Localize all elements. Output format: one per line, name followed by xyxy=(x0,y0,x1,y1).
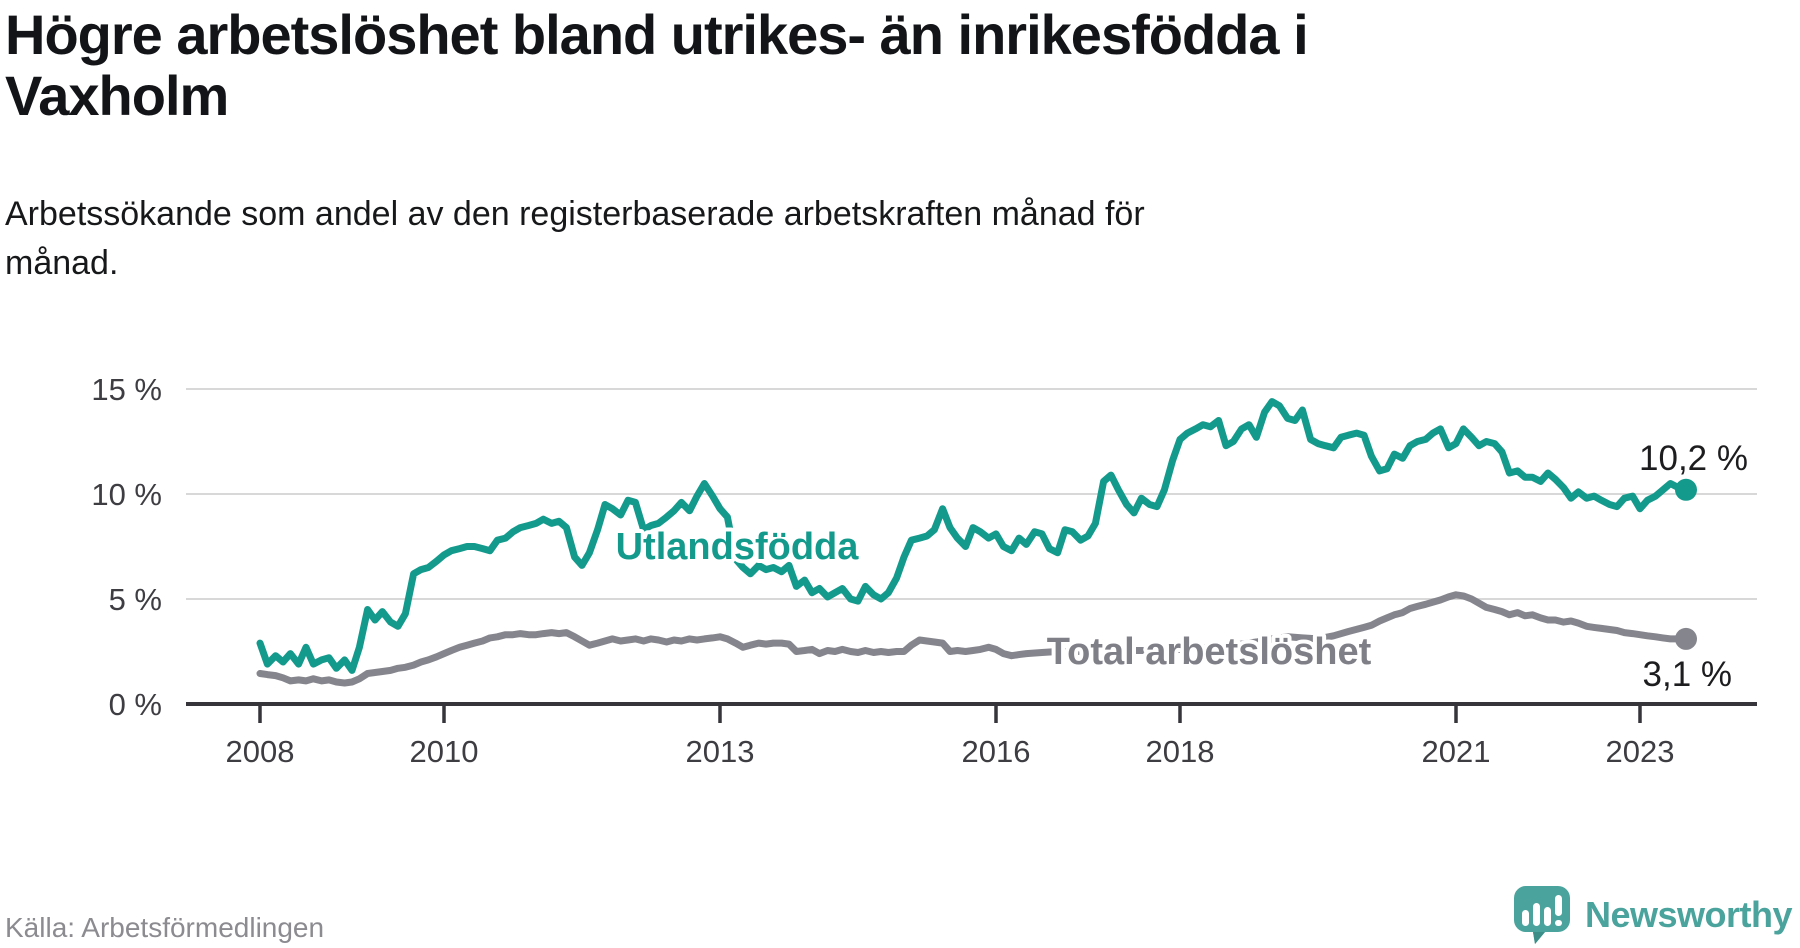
x-tick-label: 2010 xyxy=(410,734,479,769)
series-label-total: Total arbetslöshet xyxy=(1047,631,1372,673)
data-line-utlandsfodda xyxy=(256,398,1690,674)
page-title: Högre arbetslöshet bland utrikes- än inr… xyxy=(5,4,1775,126)
x-tick-label: 2023 xyxy=(1606,734,1675,769)
end-dot-total xyxy=(1675,627,1697,650)
y-tick-label: 10 % xyxy=(91,477,162,512)
newsworthy-wordmark: Newsworthy xyxy=(1584,894,1793,935)
line-layer xyxy=(256,398,1697,687)
x-tick-label: 2021 xyxy=(1422,734,1491,769)
series-label-utlandsfodda: Utlandsfödda xyxy=(616,526,860,568)
x-tick-label: 2013 xyxy=(686,734,755,769)
newsworthy-brand: Newsworthy xyxy=(1513,884,1793,946)
y-tick-label: 5 % xyxy=(109,582,162,617)
chart-subtitle: Arbetssökande som andel av den registerb… xyxy=(5,190,1705,288)
title-line-2: Vaxholm xyxy=(5,64,229,127)
subtitle-line-1: Arbetssökande som andel av den registerb… xyxy=(5,195,1145,233)
x-tick-label: 2018 xyxy=(1146,734,1215,769)
end-dot-utlandsfodda xyxy=(1675,478,1697,501)
data-line-total xyxy=(256,591,1690,687)
x-tick-label: 2016 xyxy=(962,734,1031,769)
source-credit: Källa: Arbetsförmedlingen xyxy=(5,912,325,943)
end-value-label-utlandsfodda: 10,2 % xyxy=(1639,439,1748,478)
y-tick-label: 15 % xyxy=(91,372,162,407)
y-tick-label: 0 % xyxy=(109,687,162,722)
newsworthy-logo-icon xyxy=(1513,886,1570,944)
grid-layer: 15 % 10 % 5 % 0 % 2008 2010 2013 2016 2018 2021 20… xyxy=(91,372,1757,769)
x-tick-label: 2008 xyxy=(226,734,295,769)
end-value-label-total: 3,1 % xyxy=(1643,655,1733,694)
subtitle-line-2: månad. xyxy=(5,244,119,282)
title-line-1: Högre arbetslöshet bland utrikes- än inr… xyxy=(5,3,1309,66)
